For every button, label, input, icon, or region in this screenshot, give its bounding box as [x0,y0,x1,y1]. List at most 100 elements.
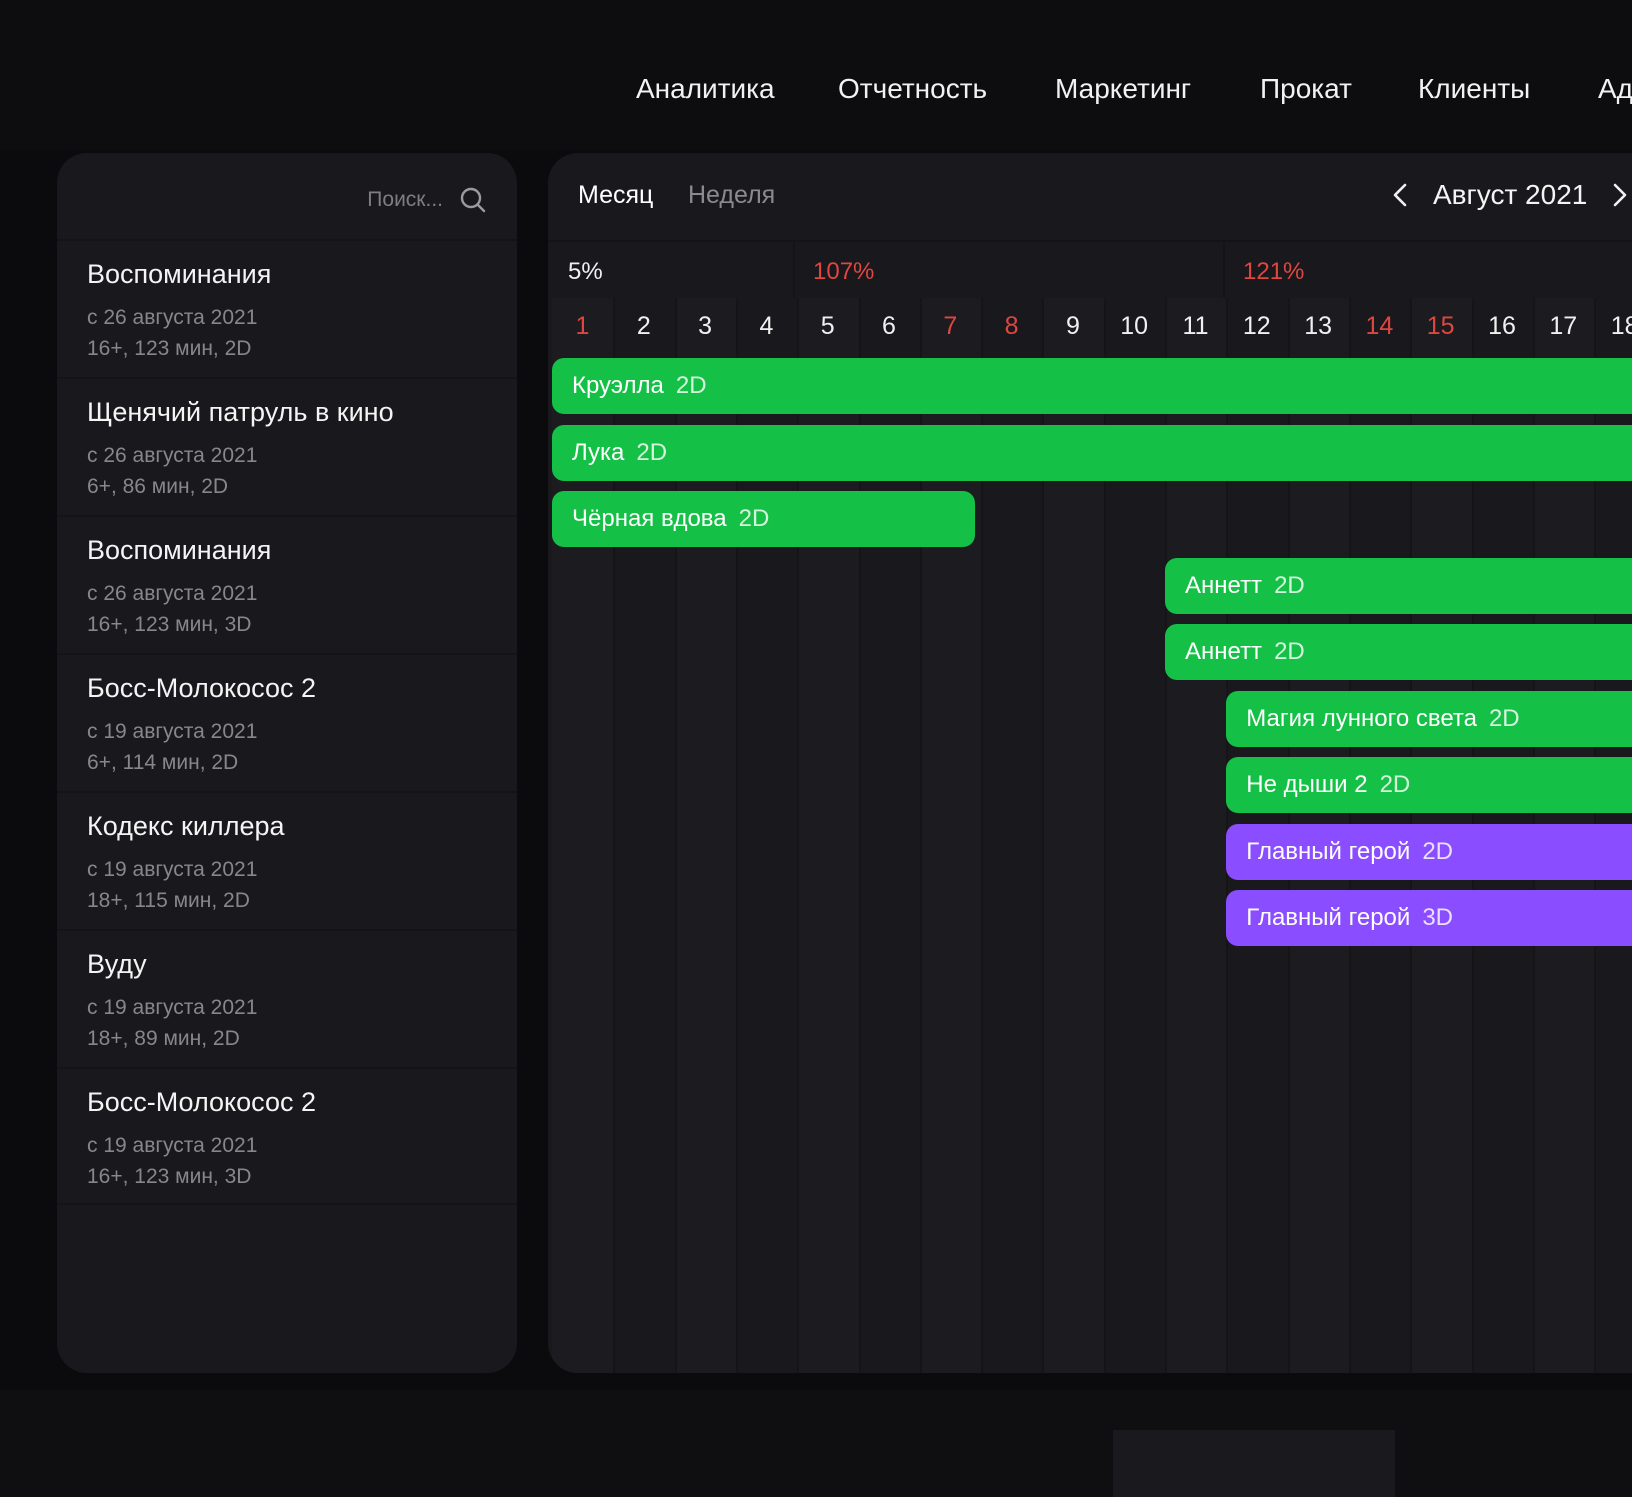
day-label[interactable]: 6 [882,312,896,340]
bar-film-name: Главный герой [1246,904,1411,931]
chevron-left-icon[interactable] [1383,175,1417,215]
schedule-bar[interactable]: Аннетт 2D [1165,557,1632,614]
bar-film-format: 2D [1422,837,1453,865]
schedule-bar[interactable]: Магия лунного света 2D [1226,690,1632,747]
bar-film-name: Аннетт [1185,571,1263,599]
nav-item-clients[interactable]: Клиенты [1418,73,1531,104]
week-divider [1223,242,1225,298]
day-label[interactable]: 7 [943,312,958,340]
search-icon[interactable] [459,186,487,214]
day-label[interactable]: 16 [1488,312,1516,340]
nav-item-rental[interactable]: Прокат [1260,73,1352,104]
day-label[interactable]: 15 [1426,312,1455,340]
day-label[interactable]: 10 [1120,312,1149,340]
bar-film-format: 2D [1274,571,1305,599]
day-label[interactable]: 13 [1304,312,1332,340]
film-list-panel: Воспоминания с 26 августа 2021 16+, 123 … [57,153,517,1373]
top-navigation: Аналитика Отчетность Маркетинг Прокат Кл… [0,0,1632,150]
bar-film-format: 2D [738,505,770,532]
list-item[interactable]: Щенячий патруль в кино с 26 августа 2021… [57,377,517,515]
day-label[interactable]: 2 [636,312,651,340]
week-divider [793,242,795,298]
day-label[interactable]: 5 [820,312,835,340]
list-item[interactable]: Кодекс киллера с 19 августа 2021 18+, 11… [57,791,517,929]
search-box [301,178,487,222]
film-date: с 19 августа 2021 [87,1134,258,1157]
day-label[interactable]: 17 [1549,312,1578,340]
film-title: Воспоминания [87,535,272,565]
bar-film-format: 2D [1274,638,1305,665]
list-item[interactable]: Босс-Молокосос 2 с 19 августа 2021 16+, … [57,1067,517,1205]
film-title: Вуду [87,949,147,979]
day-label[interactable]: 8 [1004,312,1019,340]
occupancy-week-1: 5% [568,258,603,285]
schedule-bar[interactable]: Лука 2D [552,424,1632,481]
schedule-bar[interactable]: Главный герой 2D [1226,823,1632,880]
film-meta: 6+, 86 мин, 2D [87,475,229,498]
occupancy-row: 5% 107% 121% [548,242,1632,298]
film-meta: 18+, 115 мин, 2D [87,889,250,912]
tab-week[interactable]: Неделя [688,181,776,209]
month-label: Август 2021 [1433,179,1588,210]
film-meta: 16+, 123 мин, 3D [87,1165,252,1188]
day-label[interactable]: 18 [1610,312,1632,340]
film-meta: 16+, 123 мин, 3D [87,613,252,636]
bar-film-name: Чёрная вдова [572,505,727,532]
day-header-row: 1 2 3 4 5 6 7 8 9 10 11 12 13 14 15 16 17 18 [548,298,1632,356]
schedule-bar[interactable]: Аннетт 2D [1165,624,1632,680]
occupancy-week-3: 121% [1243,258,1305,285]
film-date: с 19 августа 2021 [87,858,258,881]
nav-item-analytics[interactable]: Аналитика [636,73,775,104]
schedule-bar[interactable]: Не дыши 2 2D [1226,757,1632,813]
bar-film-format: 3D [1422,904,1453,931]
film-date: с 19 августа 2021 [87,720,258,743]
schedule-bar[interactable]: Круэлла 2D [552,358,1632,414]
film-meta: 16+, 123 мин, 2D [87,337,252,360]
film-list: Воспоминания с 26 августа 2021 16+, 123 … [57,239,517,1205]
film-date: с 26 августа 2021 [87,306,258,329]
day-label[interactable]: 11 [1182,312,1209,340]
film-meta: 6+, 114 мин, 2D [87,751,239,774]
bar-film-format: 2D [1379,771,1411,798]
bar-film-name: Магия лунного света [1246,704,1477,732]
occupancy-week-2: 107% [813,258,875,285]
nav-item-marketing[interactable]: Маркетинг [1055,73,1192,104]
day-label[interactable]: 4 [759,312,774,340]
header-divider [548,240,1632,242]
day-label[interactable]: 9 [1065,312,1080,340]
schedule-bar[interactable]: Чёрная вдова 2D [552,491,976,547]
bar-film-format: 2D [675,372,707,399]
list-item[interactable]: Вуду с 19 августа 2021 18+, 89 мин, 2D [57,929,517,1067]
bar-film-name: Главный герой [1246,837,1411,865]
bar-film-name: Аннетт [1185,638,1263,665]
month-navigator: Август 2021 [1383,175,1632,215]
film-meta: 18+, 89 мин, 2D [87,1027,240,1050]
film-date: с 26 августа 2021 [87,582,258,605]
film-title: Босс-Молокосос 2 [87,1087,316,1117]
film-title: Щенячий патруль в кино [87,397,394,427]
film-date: с 26 августа 2021 [87,444,258,467]
search-input[interactable] [301,187,445,213]
day-label[interactable]: 1 [575,312,590,340]
chevron-right-icon[interactable] [1603,175,1632,215]
nav-item-more[interactable]: Ад [1598,73,1632,104]
monitor-stand [1113,1430,1395,1497]
day-label[interactable]: 12 [1242,312,1271,340]
day-label[interactable]: 14 [1365,312,1394,340]
tab-month[interactable]: Месяц [578,181,654,209]
film-title: Босс-Молокосос 2 [87,673,316,703]
film-date: с 19 августа 2021 [87,996,258,1019]
bar-film-format: 2D [1488,704,1520,732]
list-item[interactable]: Босс-Молокосос 2 с 19 августа 2021 6+, 1… [57,653,517,791]
list-item[interactable]: Воспоминания с 26 августа 2021 16+, 123 … [57,239,517,377]
nav-item-reports[interactable]: Отчетность [838,73,988,104]
bar-film-name: Круэлла [572,372,664,399]
schedule-bar[interactable]: Главный герой 3D [1226,890,1632,946]
bar-film-name: Лука [572,438,625,466]
film-title: Кодекс киллера [87,811,285,841]
day-label[interactable]: 3 [698,312,713,340]
bar-film-name: Не дыши 2 [1246,771,1368,798]
list-item[interactable]: Воспоминания с 26 августа 2021 16+, 123 … [57,515,517,653]
bar-film-format: 2D [636,438,668,466]
